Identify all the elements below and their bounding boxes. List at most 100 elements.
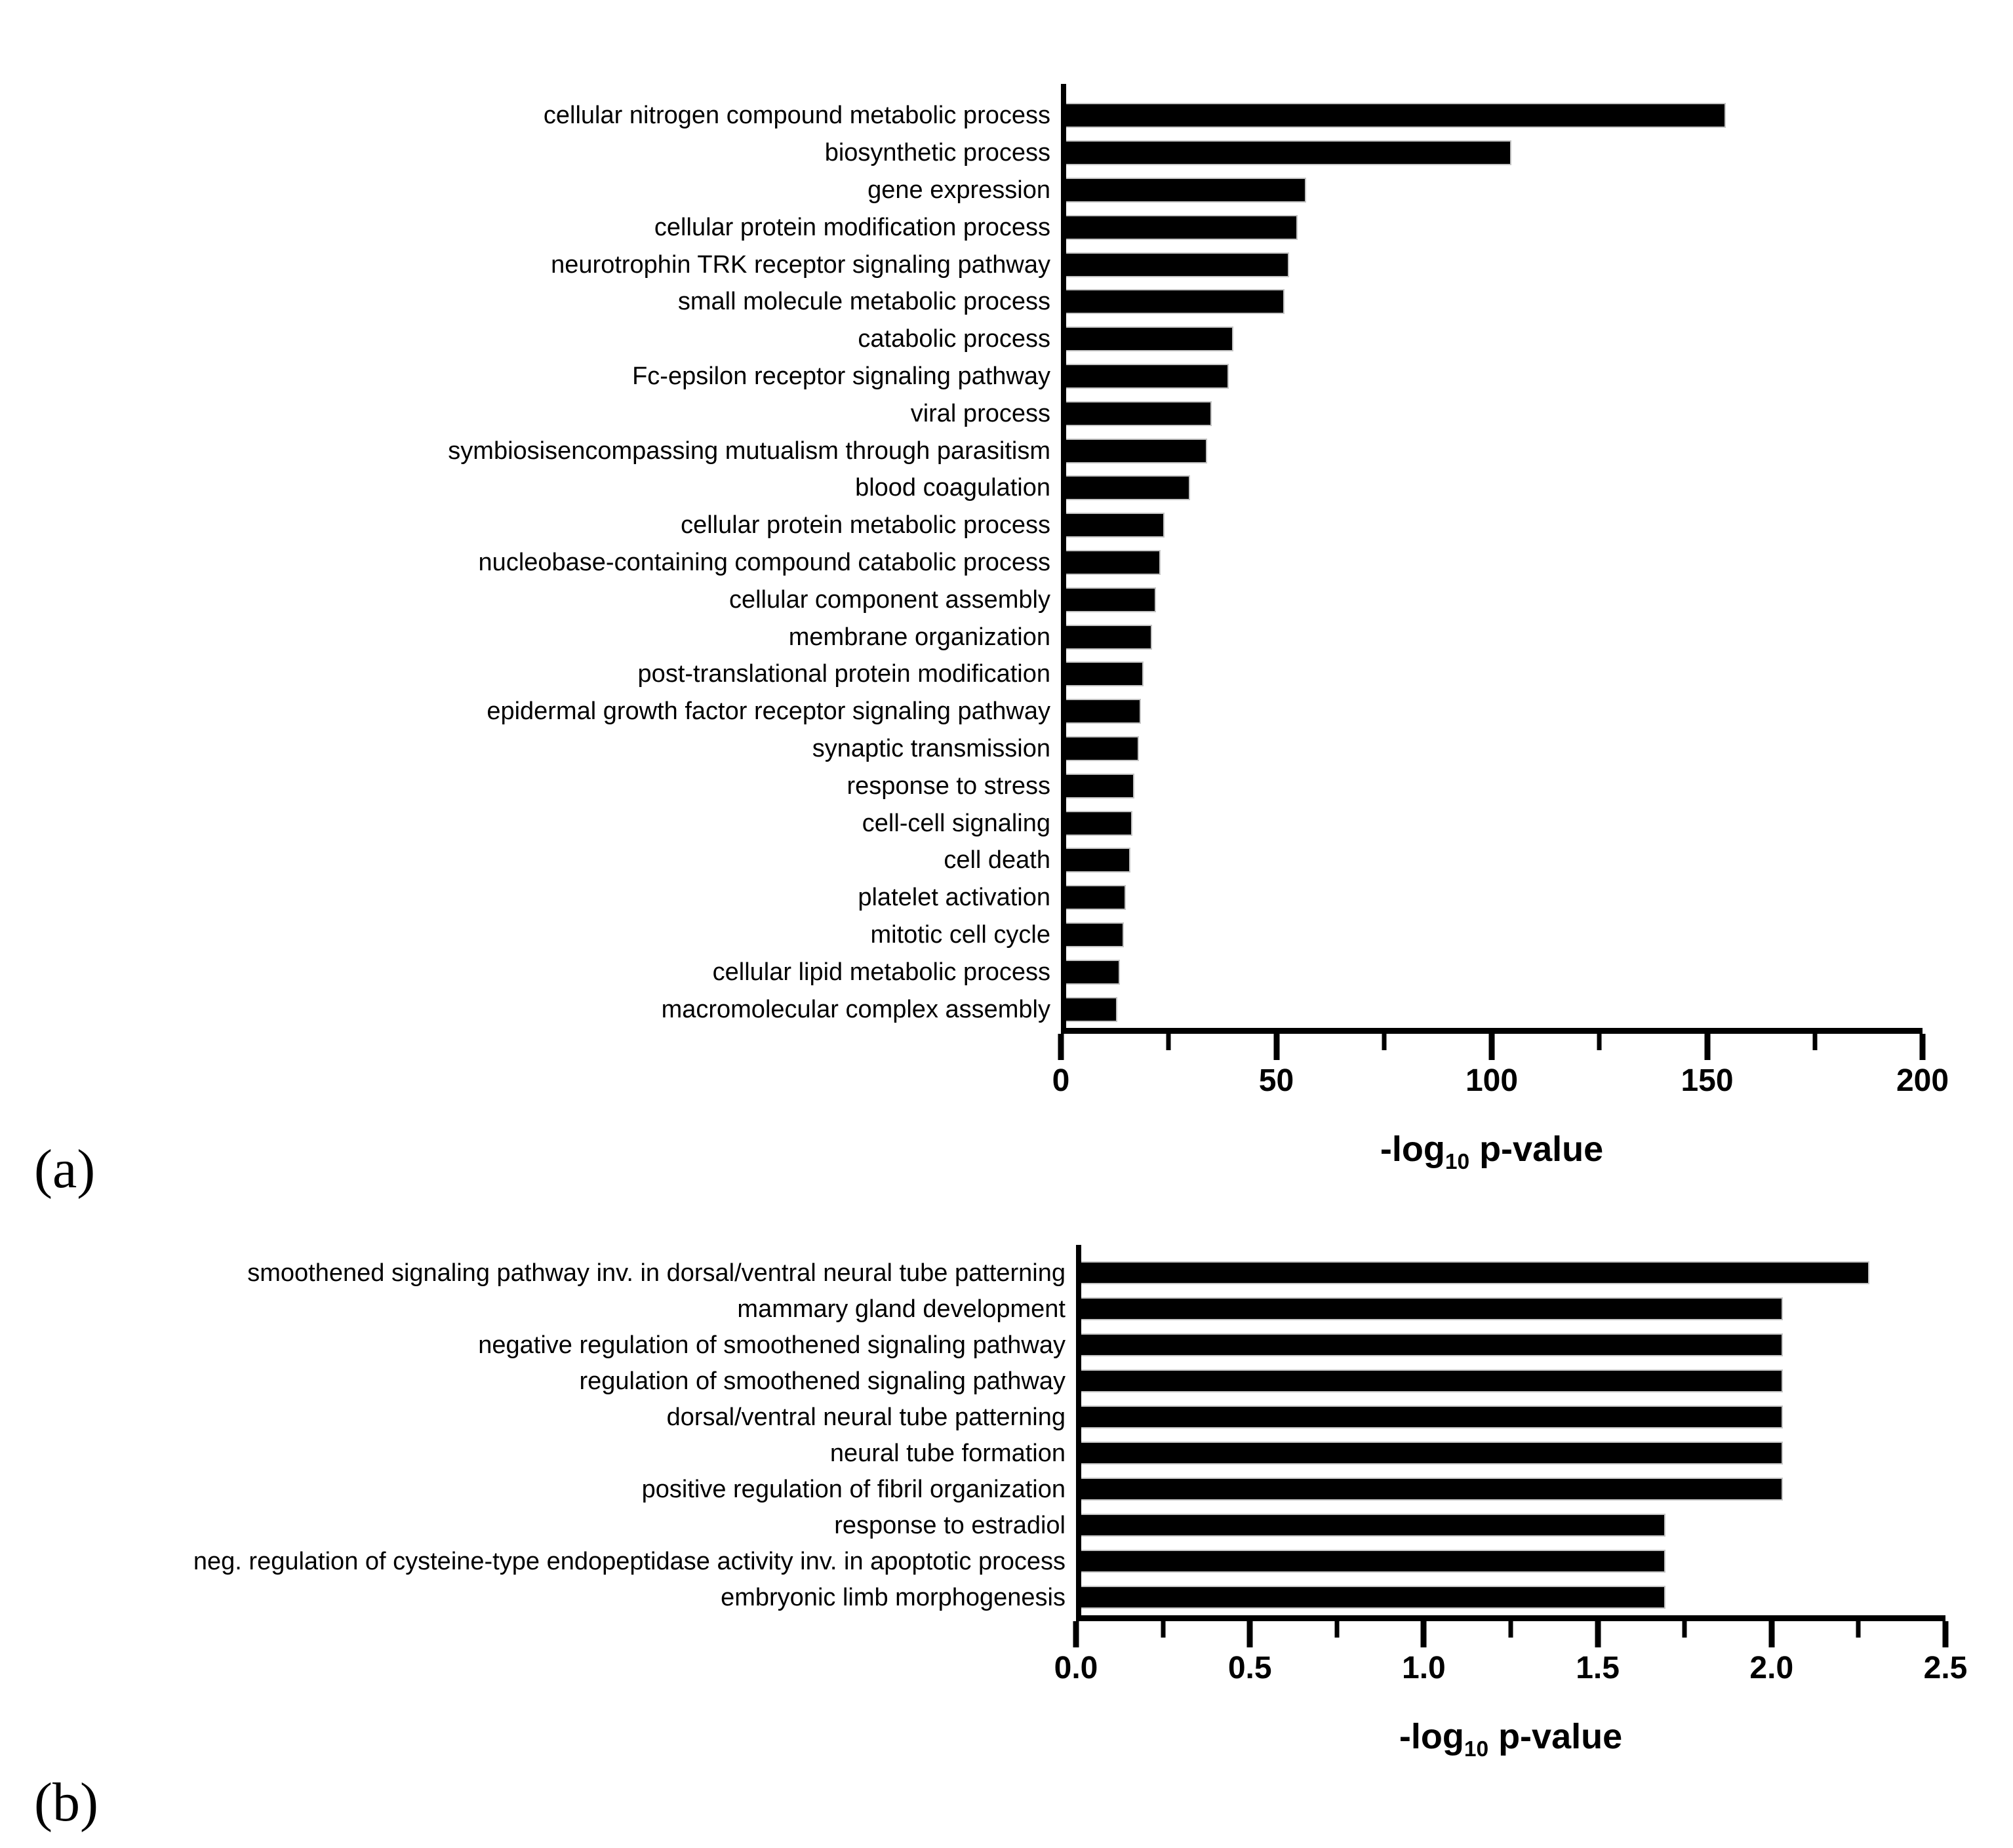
x-axis: 0.0 0.5 1.0 1.5 2.0 2.5 [1054, 1615, 1967, 1693]
x-axis-tick-label: 2.5 [1923, 1651, 1968, 1685]
bar [1066, 475, 1191, 501]
bar-row [1066, 395, 1923, 432]
x-axis-major-tick [1768, 1621, 1775, 1647]
bar [1081, 1586, 1665, 1609]
bar [1081, 1261, 1870, 1284]
x-axis-major-tick [1704, 1033, 1710, 1060]
bar [1081, 1550, 1665, 1573]
category-label: embryonic limb morphogenesis [721, 1583, 1066, 1611]
bar-row [1081, 1507, 1945, 1543]
x-axis-title-text: -log [1380, 1129, 1445, 1169]
bar-row [1066, 991, 1923, 1028]
category-label: neurotrophin TRK receptor signaling path… [551, 250, 1050, 279]
category-label: symbiosisencompassing mutualism through … [448, 437, 1050, 465]
panel-label-a: (a) [34, 1139, 96, 1200]
x-axis-tick-label: 200 [1896, 1063, 1949, 1098]
category-label: response to estradiol [834, 1511, 1066, 1539]
category-label: biosynthetic process [824, 139, 1050, 167]
category-label: epidermal growth factor receptor signali… [487, 698, 1050, 726]
bar-row [1066, 656, 1923, 693]
bar [1066, 513, 1165, 538]
bar [1066, 848, 1130, 873]
bar-row [1066, 879, 1923, 916]
x-axis-major-tick [1942, 1621, 1949, 1647]
bar-row [1066, 97, 1923, 134]
bar [1066, 736, 1139, 761]
category-label: post-translational protein modification [637, 660, 1050, 688]
category-label: cellular component assembly [728, 585, 1050, 614]
x-axis-minor-tick [1334, 1621, 1340, 1638]
bar-row [1066, 469, 1923, 507]
bars [1076, 1245, 1945, 1615]
bar-row [1081, 1543, 1945, 1579]
category-label: cellular protein modification process [654, 213, 1050, 241]
x-axis-minor-tick [1812, 1033, 1818, 1050]
bar-row [1066, 507, 1923, 544]
bar [1066, 699, 1142, 724]
category-label: cellular protein metabolic process [681, 511, 1050, 540]
bar-row [1081, 1471, 1945, 1507]
bar-row [1081, 1363, 1945, 1399]
bar [1081, 1333, 1784, 1356]
bar-row [1066, 321, 1923, 358]
x-axis-minor-tick [1508, 1621, 1513, 1638]
bar-row [1066, 432, 1923, 469]
x-axis-minor-tick [1682, 1621, 1687, 1638]
x-axis-minor-tick [1382, 1033, 1387, 1050]
plot-area: smoothened signaling pathway inv. in dor… [0, 1245, 1945, 1615]
x-axis-tick-label: 50 [1258, 1063, 1294, 1098]
bar [1081, 1514, 1665, 1537]
bar-row [1066, 208, 1923, 246]
x-axis-title: -log10 p-value [1061, 1129, 1923, 1173]
bar-row [1066, 842, 1923, 879]
panel-label-b: (b) [34, 1772, 98, 1833]
x-axis-major-tick [1273, 1033, 1279, 1060]
bar-row [1066, 693, 1923, 730]
category-label: synaptic transmission [812, 734, 1050, 762]
x-axis-title-text: -log [1399, 1717, 1464, 1756]
bar-row [1066, 134, 1923, 172]
bar-row [1081, 1291, 1945, 1327]
category-label: neural tube formation [829, 1439, 1066, 1467]
category-label: membrane organization [788, 623, 1050, 651]
x-axis-minor-tick [1166, 1033, 1171, 1050]
x-axis-tick-label: 0 [1052, 1063, 1070, 1098]
x-axis-title: -log10 p-value [1076, 1717, 1945, 1760]
bar-row [1066, 172, 1923, 209]
bar [1066, 549, 1161, 575]
bar-row [1081, 1579, 1945, 1615]
bar-row [1066, 730, 1923, 768]
category-label: platelet activation [858, 884, 1050, 912]
x-axis-major-tick [1246, 1621, 1253, 1647]
x-axis-major-tick [1595, 1621, 1601, 1647]
bar-row [1081, 1435, 1945, 1471]
bar [1081, 1478, 1784, 1501]
bar [1066, 214, 1298, 240]
chart-panel-a: cellular nitrogen compound metabolic pro… [0, 84, 1949, 1173]
bar [1066, 885, 1126, 911]
category-label: Fc-epsilon receptor signaling pathway [632, 362, 1050, 390]
category-label: mitotic cell cycle [870, 920, 1051, 949]
category-label: cell death [944, 846, 1050, 875]
x-axis-minor-tick [1597, 1033, 1602, 1050]
bar [1066, 587, 1157, 612]
x-axis-tick-label: 1.5 [1576, 1651, 1620, 1685]
category-label: smoothened signaling pathway inv. in dor… [247, 1259, 1066, 1287]
bar [1066, 252, 1289, 277]
x-axis-tick-label: 150 [1681, 1063, 1734, 1098]
x-axis-major-tick [1919, 1033, 1926, 1060]
bar-row [1066, 804, 1923, 842]
bar-row [1066, 581, 1923, 618]
bar [1066, 922, 1125, 947]
bar [1081, 1369, 1784, 1392]
x-axis-tick-label: 2.0 [1749, 1651, 1794, 1685]
bar [1081, 1442, 1784, 1465]
bar [1081, 1406, 1784, 1428]
bar-row [1066, 767, 1923, 804]
category-label: positive regulation of fibril organizati… [641, 1475, 1066, 1503]
category-label: neg. regulation of cysteine-type endopep… [193, 1547, 1066, 1575]
bar [1066, 959, 1120, 985]
category-label: macromolecular complex assembly [661, 995, 1050, 1023]
category-label: negative regulation of smoothened signal… [478, 1331, 1066, 1359]
